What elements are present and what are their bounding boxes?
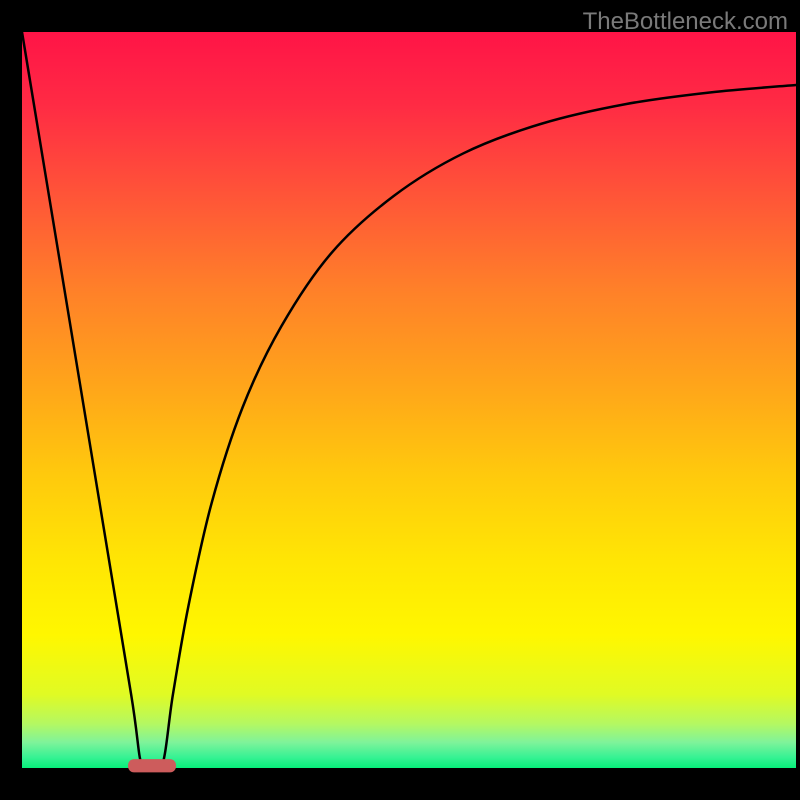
baseline-marker xyxy=(128,759,176,772)
watermark-text: TheBottleneck.com xyxy=(583,8,788,36)
chart-container: TheBottleneck.com xyxy=(0,0,800,800)
bottleneck-chart xyxy=(0,0,800,800)
gradient-panel xyxy=(22,32,796,768)
